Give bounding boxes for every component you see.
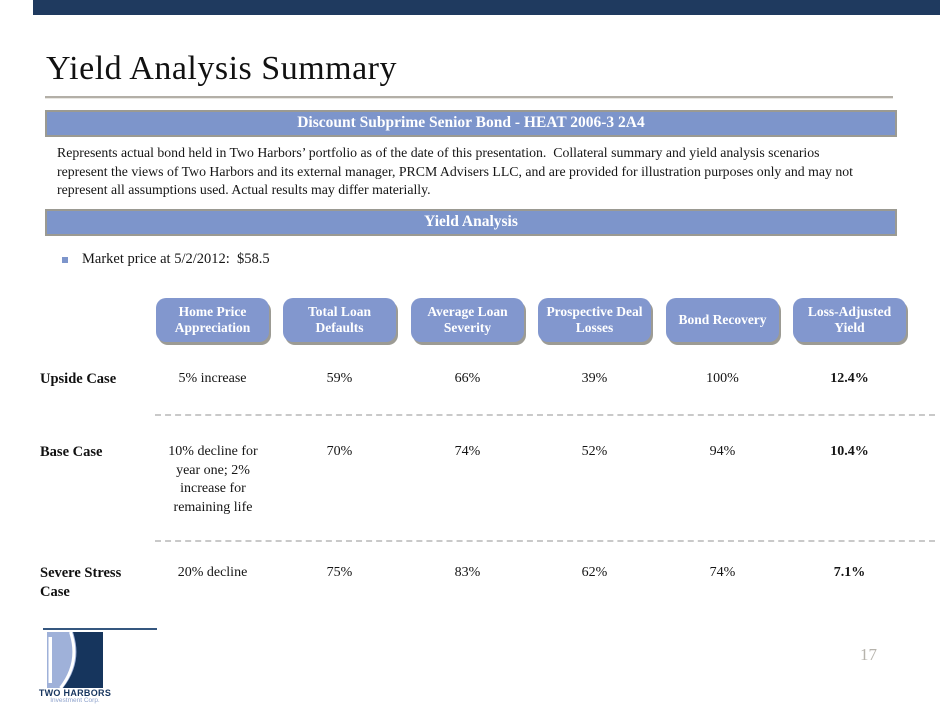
cell-base-severity: 74% [454,444,481,459]
row-label-upside-case: Upside Case [40,371,117,387]
column-header-home-price-appreciation: Home Price Appreciation [156,298,269,342]
cell-upside-hpa: 5% increase [178,371,247,386]
cell-severe-yield: 7.1% [833,565,866,580]
page-title: Yield Analysis Summary [46,50,397,87]
column-header-average-loan-severity: Average Loan Severity [411,298,524,342]
logo-wordmark: TWO HARBORS [38,688,112,698]
yield-analysis-header: Yield Analysis [45,209,897,236]
bond-section-header: Discount Subprime Senior Bond - HEAT 200… [45,110,897,137]
cell-severe-hpa: 20% decline [177,565,248,580]
cell-severe-defaults: 75% [326,565,353,580]
footer-rule [43,628,157,630]
two-harbors-logo-icon [47,631,103,689]
column-header-bond-recovery: Bond Recovery [666,298,779,342]
cell-upside-yield: 12.4% [830,371,869,386]
disclaimer-paragraph: Represents actual bond held in Two Harbo… [57,145,853,198]
market-price-bullet: Market price at 5/2/2012: $58.5 [62,251,270,268]
cell-upside-severity: 66% [454,371,481,386]
column-header-prospective-deal-losses: Prospective Deal Losses [538,298,651,342]
cell-base-defaults: 70% [326,444,353,459]
cell-severe-bond-recovery: 74% [709,565,736,580]
cell-base-bond-recovery: 94% [709,444,736,459]
cell-upside-bond-recovery: 100% [706,371,739,386]
top-navy-strip [33,0,940,15]
column-header-loss-adjusted-yield: Loss-Adjusted Yield [793,298,906,342]
cell-severe-severity: 83% [454,565,481,580]
page-number: 17 [860,645,877,664]
cell-severe-deal-losses: 62% [581,565,608,580]
bullet-square-icon [62,257,68,263]
cell-upside-deal-losses: 39% [581,371,608,386]
row-separator-2 [155,540,935,542]
title-underline [45,96,893,99]
cell-base-yield: 10.4% [830,444,869,459]
column-header-total-loan-defaults: Total Loan Defaults [283,298,396,342]
row-label-severe-stress-case: Severe Stress Case [40,565,122,600]
logo-subtitle: Investment Corp. [50,697,100,704]
row-label-base-case: Base Case [40,444,103,460]
row-separator-1 [155,414,935,416]
market-price-text: Market price at 5/2/2012: $58.5 [82,251,270,267]
cell-upside-defaults: 59% [326,371,353,386]
cell-base-hpa: 10% decline for year one; 2% increase fo… [168,444,258,515]
cell-base-deal-losses: 52% [581,444,608,459]
